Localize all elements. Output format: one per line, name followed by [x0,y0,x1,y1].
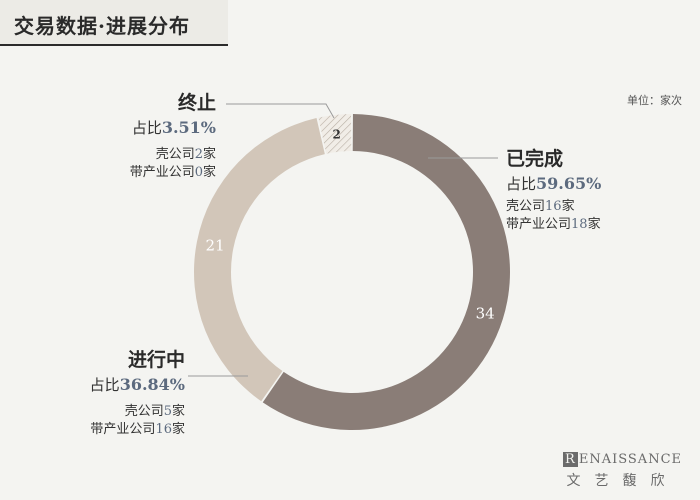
label-progress-name: 进行中 [127,349,185,371]
label-done-industry: 带产业公司18家 [506,217,601,232]
chart-title: 交易数据·进展分布 [14,14,190,38]
label-done-pct: 占比59.65% [506,174,602,193]
slice-2 [318,114,352,154]
slice-value-1: 21 [206,236,225,254]
label-stopped-shell: 壳公司2家 [155,147,216,162]
brand-english: R ENAISSANCE [563,452,682,467]
label-progress: 进行中 占比36.84% 壳公司5家 带产业公司16家 [90,345,185,439]
label-progress-shell: 壳公司5家 [124,404,185,419]
slice-value-2: 2 [332,127,340,141]
connector-stopped [226,103,335,119]
label-stopped-name: 终止 [177,92,216,114]
label-done: 已完成 占比59.65% 壳公司16家 带产业公司18家 [506,144,601,234]
label-done-name: 已完成 [506,148,564,170]
slice-1 [194,118,325,402]
label-stopped-industry: 带产业公司0家 [129,165,216,180]
slice-value-0: 34 [476,305,495,323]
label-progress-industry: 带产业公司16家 [90,422,185,437]
unit-label: 单位：家次 [627,94,682,107]
label-stopped-pct: 占比3.51% [131,118,216,137]
brand-logo: R ENAISSANCE 文艺馥欣 [563,452,682,490]
label-done-shell: 壳公司16家 [506,199,575,214]
label-stopped: 终止 占比3.51% 壳公司2家 带产业公司0家 [130,88,216,182]
title-underline [0,44,228,46]
brand-chinese: 文艺馥欣 [566,473,679,489]
title-bar [0,0,228,44]
slice-0 [262,114,510,430]
label-progress-pct: 占比36.84% [89,375,185,394]
